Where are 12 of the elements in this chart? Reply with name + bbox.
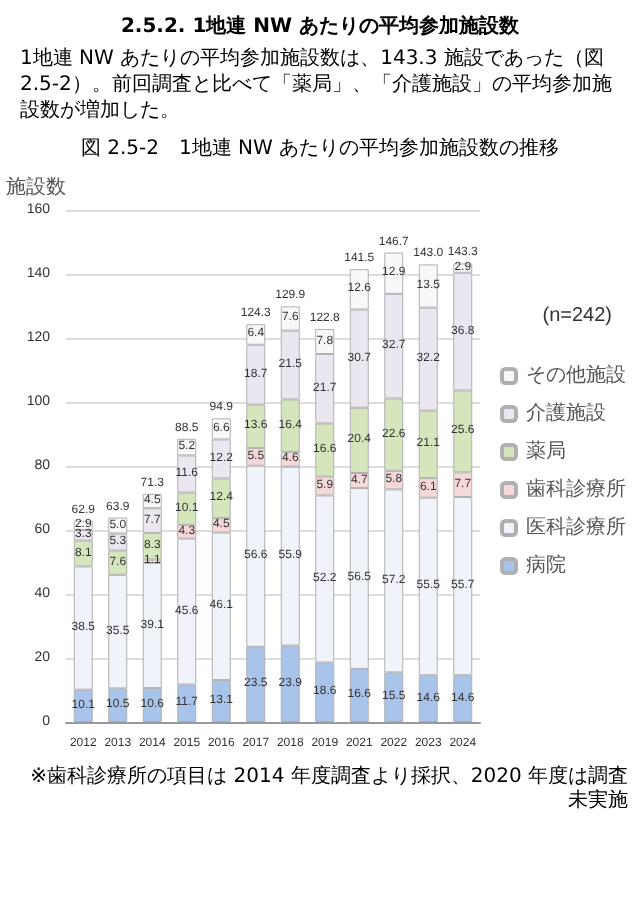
text: ※歯科診療所の項目は 2014 年度調査より採択、2020 年度は調査未実施 <box>28 766 628 814</box>
legend-label: 歯科診療所 <box>526 477 626 501</box>
y-axis-title: 施設数 <box>6 175 66 199</box>
legend-label: 病院 <box>526 553 566 577</box>
text: 1地連 NW あたりの平均参加施設数は、143.3 施設であった（図 2.5-2）。前回調査と比べて「薬局」、「介護施設」の平均参加施設数が増加した。 <box>20 46 614 124</box>
legend-label: 薬局 <box>526 439 566 463</box>
legend-label: 医科診療所 <box>526 515 626 539</box>
text: 2.5.2. 1地連 NW あたりの平均参加施設数 <box>118 13 522 40</box>
chart-title: 図 2.5-2 1地連 NW あたりの平均参加施設数の推移 <box>78 135 562 162</box>
legend-label: その他施設 <box>526 363 626 387</box>
legend-label: 介護施設 <box>526 401 606 425</box>
text: (n=242) <box>542 305 613 327</box>
